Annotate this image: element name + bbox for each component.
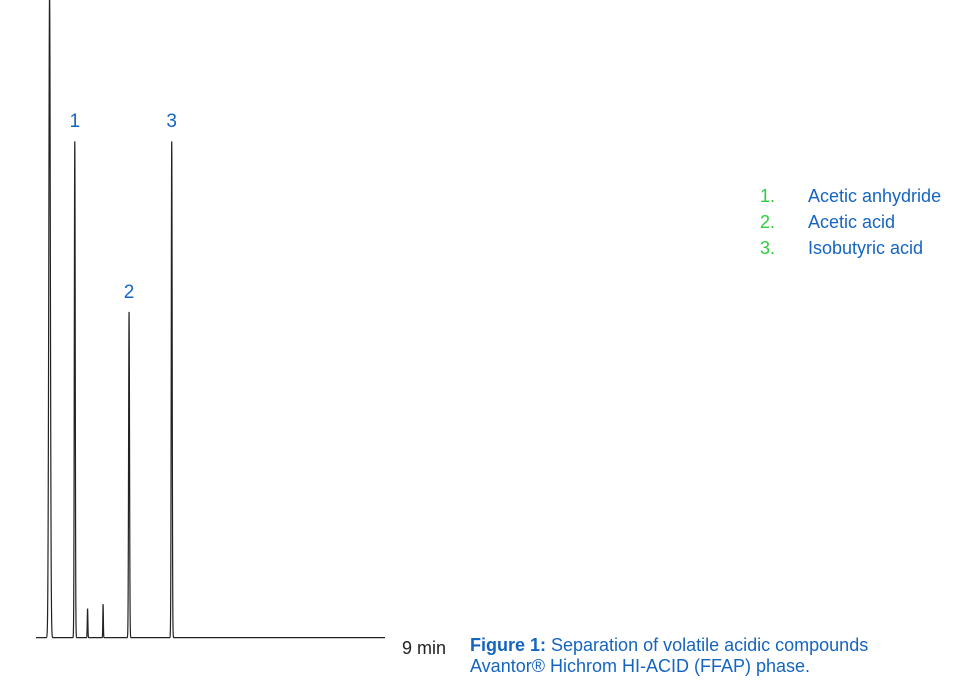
legend-item: 3. Isobutyric acid: [760, 235, 941, 261]
figure-caption: Figure 1: Separation of volatile acidic …: [470, 635, 868, 677]
legend-number: 1.: [760, 186, 776, 206]
legend-item: 2. Acetic acid: [760, 209, 941, 235]
caption-figure-label: Figure 1:: [470, 635, 547, 655]
peak-label: 3: [166, 111, 177, 132]
chromatogram-trace: [36, 0, 385, 639]
legend-name: Acetic acid: [808, 212, 896, 232]
legend-name: Acetic anhydride: [808, 186, 942, 206]
legend-number: 3.: [760, 238, 776, 258]
legend-number: 2.: [760, 212, 776, 232]
x-axis-end-label: 9 min: [402, 638, 447, 658]
peak-label: 1: [69, 111, 81, 132]
caption-text-1: Separation of volatile acidic compounds: [546, 635, 869, 655]
legend-name: Isobutyric acid: [808, 238, 924, 258]
caption-line-1: Figure 1: Separation of volatile acidic …: [470, 635, 868, 656]
legend: 1. Acetic anhydride 2. Acetic acid 3. Is…: [760, 183, 941, 261]
caption-text-2: Avantor® Hichrom HI-ACID (FFAP) phase.: [470, 656, 811, 676]
legend-item: 1. Acetic anhydride: [760, 183, 941, 209]
peak-label: 2: [123, 281, 135, 303]
